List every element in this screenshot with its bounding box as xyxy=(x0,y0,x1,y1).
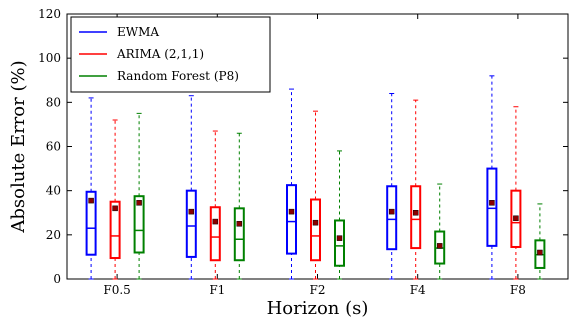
y-tick-label: 80 xyxy=(46,95,61,109)
iqr-box xyxy=(133,195,145,254)
mean-marker xyxy=(88,197,94,204)
mean-marker xyxy=(537,249,543,256)
x-tick-label: F4 xyxy=(410,283,426,297)
iqr-box xyxy=(410,185,422,250)
mean-marker xyxy=(336,235,343,241)
iqr-box xyxy=(209,206,221,262)
y-axis-label: Absolute Error (%) xyxy=(8,60,29,233)
box-1-2 xyxy=(310,110,321,280)
iqr-box xyxy=(386,185,398,251)
mean-marker xyxy=(136,200,142,206)
legend-label: Random Forest (P8) xyxy=(117,69,239,83)
box-1-4 xyxy=(510,106,522,280)
box-0-3 xyxy=(386,93,398,280)
mean-marker xyxy=(288,208,295,215)
box-0-2 xyxy=(286,88,297,280)
box-1-3 xyxy=(410,99,422,280)
iqr-box xyxy=(334,219,345,267)
box-2-4 xyxy=(534,203,546,280)
box-0-0 xyxy=(85,97,97,280)
x-tick-label: F0.5 xyxy=(103,283,130,297)
legend: EWMA ARIMA (2,1,1) Random Forest (P8) xyxy=(70,16,271,93)
mean-marker xyxy=(388,208,395,215)
x-axis-label: Horizon (s) xyxy=(267,298,369,319)
mean-marker xyxy=(489,200,495,206)
y-tick-label: 0 xyxy=(53,272,61,286)
mean-marker xyxy=(513,215,519,222)
y-tick-label: 40 xyxy=(46,184,61,198)
box-2-0 xyxy=(133,112,145,280)
iqr-box xyxy=(185,189,197,258)
legend-label: ARIMA (2,1,1) xyxy=(116,47,204,61)
iqr-box xyxy=(109,200,121,260)
box-2-1 xyxy=(233,132,245,280)
legend-label: EWMA xyxy=(117,25,159,39)
y-tick-label: 20 xyxy=(46,228,61,242)
box-0-1 xyxy=(185,95,197,280)
mean-marker xyxy=(188,208,195,215)
y-tick-label: 100 xyxy=(38,51,61,65)
iqr-box xyxy=(486,167,498,247)
box-0-4 xyxy=(486,75,498,280)
mean-marker xyxy=(112,205,118,212)
box-1-0 xyxy=(109,119,121,280)
box-1-1 xyxy=(209,130,221,280)
box-2-3 xyxy=(434,183,446,280)
mean-marker xyxy=(212,218,219,225)
iqr-box xyxy=(233,207,245,262)
mean-marker xyxy=(236,221,243,227)
iqr-box xyxy=(310,198,321,262)
axes: 0 20 40 60 80 100 120 F0.5 F1 F2 F4 F8 Horizon (s) Ab… xyxy=(8,7,569,319)
y-tick-label: 120 xyxy=(38,7,61,21)
mean-marker xyxy=(436,243,443,249)
x-tick-label: F8 xyxy=(510,283,526,297)
x-tick-label: F2 xyxy=(310,283,326,297)
mean-marker xyxy=(412,210,419,216)
x-tick-label: F1 xyxy=(209,283,225,297)
box-2-2 xyxy=(334,150,345,280)
box-plot-series xyxy=(85,75,546,280)
iqr-box xyxy=(85,190,97,256)
y-tick-label: 60 xyxy=(46,140,61,154)
iqr-box xyxy=(286,184,297,255)
mean-marker xyxy=(312,219,319,226)
